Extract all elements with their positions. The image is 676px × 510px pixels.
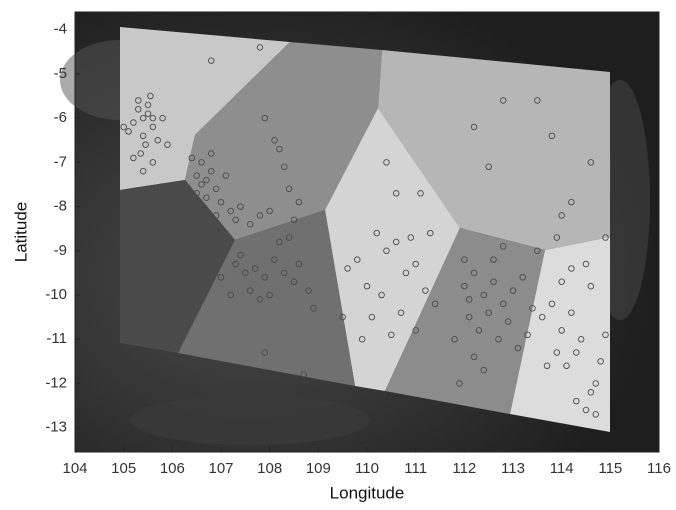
- x-tick-label: 105: [111, 460, 136, 477]
- y-tick-label: -12: [45, 374, 67, 391]
- x-tick-label: 114: [550, 460, 574, 477]
- x-tick-label: 110: [355, 460, 379, 477]
- y-tick-label: -11: [46, 330, 67, 347]
- x-tick-label: 115: [598, 460, 622, 477]
- x-tick-label: 113: [501, 460, 525, 477]
- x-tick-label: 106: [160, 460, 185, 477]
- x-tick-label: 104: [62, 460, 87, 477]
- y-tick-label: -9: [54, 242, 67, 259]
- y-tick-label: -7: [54, 153, 67, 170]
- x-tick-label: 112: [452, 460, 476, 477]
- y-tick-label: -6: [54, 109, 67, 126]
- y-tick-label: -4: [54, 21, 67, 38]
- x-tick-label: 111: [404, 460, 427, 477]
- y-tick-label: -5: [54, 65, 67, 82]
- y-tick-label: -13: [45, 419, 67, 436]
- y-tick-label: -10: [45, 286, 67, 303]
- x-tick-label: 107: [208, 460, 233, 477]
- y-axis-title: Latitude: [11, 202, 30, 263]
- x-axis-title: Longitude: [330, 483, 405, 502]
- x-tick-label: 116: [647, 460, 671, 477]
- y-tick-label: -8: [54, 198, 67, 215]
- x-tick-label: 108: [257, 460, 282, 477]
- chart: 104 105 106 107 108 109 110 111 112 113 114 115 116 -…: [0, 0, 676, 510]
- x-tick-label: 109: [306, 460, 331, 477]
